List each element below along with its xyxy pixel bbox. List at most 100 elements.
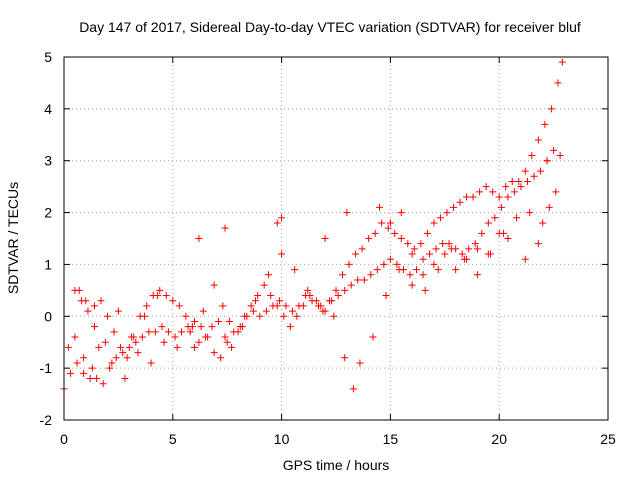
data-point [382, 292, 390, 300]
data-point [182, 312, 190, 320]
y-tick-label: 4 [44, 101, 52, 117]
y-tick-label: 0 [44, 308, 52, 324]
data-point [408, 250, 416, 258]
data-point [73, 359, 81, 367]
data-point [273, 302, 281, 310]
data-point [373, 266, 381, 274]
data-point [345, 260, 353, 268]
data-point [80, 369, 88, 377]
data-point [201, 333, 209, 341]
y-tick-label: -2 [40, 412, 53, 428]
data-point [528, 152, 536, 160]
data-point [317, 302, 325, 310]
data-point [321, 235, 329, 242]
chart-title: Day 147 of 2017, Sidereal Day-to-day VTE… [79, 19, 581, 35]
data-point [523, 177, 531, 185]
data-point [332, 286, 340, 294]
data-point [282, 302, 290, 310]
data-point [386, 255, 394, 263]
data-point [93, 375, 101, 383]
data-point [376, 203, 384, 211]
data-point [432, 245, 440, 253]
data-point [545, 203, 553, 211]
data-point [484, 250, 492, 258]
data-point [127, 333, 135, 341]
data-point [97, 297, 105, 305]
plot-frame [63, 56, 609, 421]
data-point [534, 136, 542, 144]
data-point [195, 338, 203, 346]
data-point [358, 245, 366, 253]
data-point [365, 235, 373, 242]
data-point [410, 245, 418, 253]
data-point [482, 183, 490, 191]
axis-ticks [63, 56, 609, 421]
data-point [439, 240, 447, 248]
data-point [393, 260, 401, 268]
data-point [334, 292, 342, 300]
data-point [158, 323, 166, 331]
y-tick-label: 5 [44, 49, 52, 65]
data-point [84, 307, 92, 315]
data-point [395, 266, 403, 274]
data-point [154, 292, 162, 300]
data-point [67, 369, 75, 377]
data-point [463, 193, 471, 201]
data-point [489, 188, 497, 196]
data-point [552, 188, 560, 196]
series-track-4 [75, 157, 551, 351]
y-tick-label: 3 [44, 153, 52, 169]
data-point [354, 276, 362, 284]
data-point [221, 333, 229, 341]
data-point [556, 152, 564, 160]
data-point [463, 255, 471, 263]
data-point [90, 323, 98, 331]
data-point [117, 343, 125, 351]
data-point [225, 317, 233, 325]
data-point [341, 354, 349, 362]
data-point [228, 343, 236, 351]
data-point [223, 338, 231, 346]
data-point [430, 260, 438, 268]
data-point [169, 297, 177, 305]
data-point [397, 209, 405, 217]
data-point [249, 307, 257, 315]
y-tick-labels: -2 -1 0 1 2 3 4 5 [40, 49, 53, 428]
data-point [143, 302, 151, 310]
data-point [256, 312, 264, 320]
data-point [195, 235, 203, 242]
data-point [278, 214, 286, 222]
data-point [64, 343, 72, 351]
data-point [151, 328, 159, 336]
data-point [530, 172, 538, 180]
data-point [221, 224, 229, 232]
data-point [397, 235, 405, 242]
series-track-1 [60, 146, 564, 393]
data-point [554, 79, 562, 87]
data-point [304, 286, 312, 294]
data-point [110, 328, 118, 336]
data-point [445, 240, 453, 248]
data-point [452, 266, 460, 274]
data-point [339, 271, 347, 279]
data-point [112, 354, 120, 362]
data-point [515, 177, 523, 185]
data-point [434, 266, 442, 274]
series-track-3 [64, 58, 566, 393]
data-point [417, 240, 425, 248]
data-point [208, 323, 216, 331]
data-point [504, 235, 512, 242]
data-point [325, 297, 333, 305]
series-track-2 [71, 79, 562, 362]
data-point [280, 312, 288, 320]
data-point [121, 375, 129, 383]
data-point [497, 203, 505, 211]
data-point [423, 229, 431, 237]
data-point [234, 328, 242, 336]
data-point [125, 343, 133, 351]
data-point [550, 146, 558, 154]
data-point [408, 281, 416, 289]
data-point [114, 307, 122, 315]
data-point [384, 224, 392, 232]
data-point [171, 333, 179, 341]
